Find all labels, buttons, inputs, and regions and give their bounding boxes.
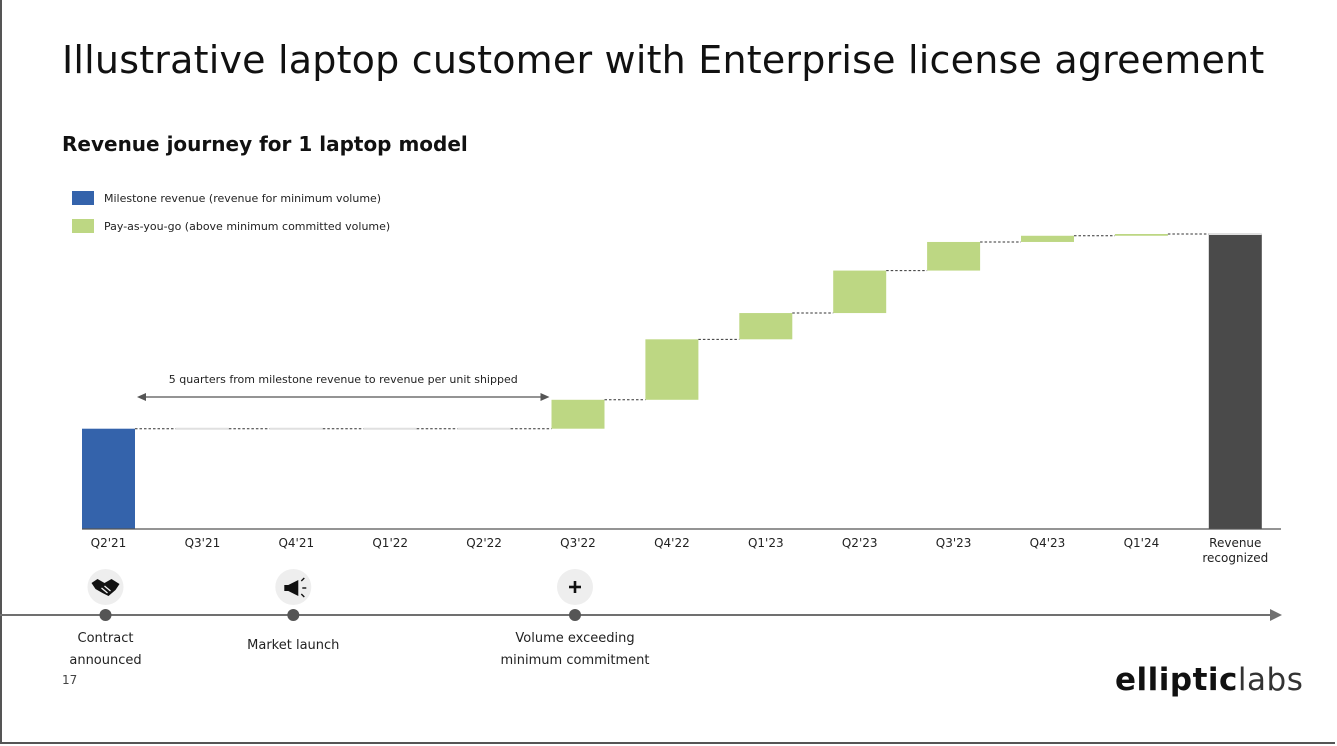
chart-subtitle: Revenue journey for 1 laptop model [62,132,468,156]
handshake-icon [104,585,111,592]
logo-text-labs: labs [1237,662,1304,698]
x-tick-label: Q2'21 [91,536,127,550]
megaphone-icon [300,593,305,598]
x-tick-label: Q3'21 [185,536,221,550]
bar-payg-q4-23 [1021,235,1074,242]
legend-label-payg: Pay-as-you-go (above minimum committed v… [104,219,391,233]
x-tick-label: Q2'22 [466,536,502,550]
x-tick-label: Q4'23 [1030,536,1066,550]
legend-item-milestone: Milestone revenue (revenue for minimum v… [72,190,390,206]
company-logo: ellipticlabs [1115,662,1303,698]
timeline-event-dot [287,609,300,621]
x-tick-label: Q4'22 [654,536,690,550]
x-tick-label: Q3'23 [936,536,972,550]
x-tick-label: Q4'21 [278,536,314,550]
bar-payg-q2-23 [833,270,887,314]
x-tick-label: Revenue [1209,536,1261,550]
handshake-icon [101,587,108,594]
timeline-event-dot [569,609,581,621]
x-tick-label: Q1'23 [748,536,784,550]
annotation-arrowhead-right [540,393,550,401]
timeline-event-label: Contract [78,631,134,646]
timeline-event-label: Market launch [247,638,339,653]
bar-payg-q1-23 [739,313,793,340]
bar-total-revenue-recognized [1208,234,1262,529]
logo-text-elliptic: elliptic [1115,662,1238,698]
megaphone-icon [284,580,299,596]
bar-payg-q3-23 [927,241,981,271]
x-tick-label: Q3'22 [560,536,596,550]
timeline-arrowhead [1270,609,1282,621]
page-number: 17 [62,673,78,687]
timeline-event-label: announced [69,653,141,668]
annotation-label: 5 quarters from milestone revenue to rev… [169,373,518,386]
legend-label-milestone: Milestone revenue (revenue for minimum v… [104,191,382,205]
legend-swatch-milestone [72,191,94,205]
x-tick-label: recognized [1202,551,1268,565]
bar-payg-q1-24 [1114,234,1168,236]
x-tick-label: Q1'24 [1124,536,1160,550]
timeline-event-dot [99,609,112,621]
bar-payg-q4-22 [645,339,699,400]
legend-item-payg: Pay-as-you-go (above minimum committed v… [72,218,390,234]
bar-milestone-q2-21 [82,428,135,529]
megaphone-icon [300,577,305,582]
x-tick-label: Q1'22 [372,536,408,550]
slide-title: Illustrative laptop customer with Enterp… [62,38,1265,82]
legend-swatch-payg [72,219,94,233]
x-tick-label: Q2'23 [842,536,878,550]
chart-legend: Milestone revenue (revenue for minimum v… [72,190,390,246]
timeline-event-label: minimum commitment [501,653,650,668]
timeline-event-label: Volume exceeding [515,631,634,646]
bar-payg-q3-22 [551,399,605,429]
annotation-arrowhead-left [137,393,146,401]
